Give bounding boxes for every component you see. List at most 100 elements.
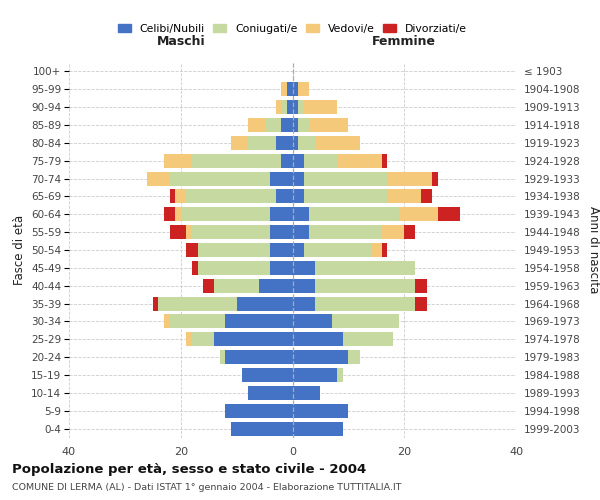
Bar <box>293 368 337 382</box>
Bar <box>170 172 270 185</box>
Bar <box>187 332 192 346</box>
Bar <box>293 225 309 239</box>
Bar <box>382 243 388 257</box>
Text: Maschi: Maschi <box>157 35 205 48</box>
Bar <box>382 225 404 239</box>
Bar <box>298 136 315 150</box>
Bar <box>293 404 349 417</box>
Bar <box>404 225 415 239</box>
Bar <box>415 279 427 292</box>
Bar <box>298 82 309 96</box>
Bar <box>388 190 421 203</box>
Bar <box>349 350 359 364</box>
Bar <box>270 243 293 257</box>
Bar <box>187 243 197 257</box>
Bar <box>236 296 293 310</box>
Bar <box>164 154 192 168</box>
Text: Popolazione per età, sesso e stato civile - 2004: Popolazione per età, sesso e stato civil… <box>12 462 366 475</box>
Bar <box>293 208 309 221</box>
Bar <box>187 190 276 203</box>
Bar <box>170 190 175 203</box>
Bar <box>332 314 398 328</box>
Bar <box>214 332 293 346</box>
Bar <box>421 190 432 203</box>
Bar <box>281 100 287 114</box>
Bar <box>231 422 293 436</box>
Bar <box>371 243 382 257</box>
Bar <box>276 136 293 150</box>
Bar <box>293 172 304 185</box>
Bar <box>398 208 438 221</box>
Bar <box>248 386 293 400</box>
Bar <box>293 118 298 132</box>
Bar <box>281 154 293 168</box>
Bar <box>276 190 293 203</box>
Bar <box>293 190 304 203</box>
Bar <box>203 279 214 292</box>
Bar <box>293 100 298 114</box>
Bar <box>415 296 427 310</box>
Bar <box>147 172 170 185</box>
Bar <box>293 422 343 436</box>
Bar <box>382 154 388 168</box>
Bar <box>304 154 337 168</box>
Bar <box>337 368 343 382</box>
Bar <box>287 100 293 114</box>
Bar <box>214 279 259 292</box>
Bar <box>248 118 265 132</box>
Bar <box>265 118 281 132</box>
Bar <box>270 208 293 221</box>
Bar <box>281 82 287 96</box>
Bar <box>270 261 293 275</box>
Bar <box>293 243 304 257</box>
Text: COMUNE DI LERMA (AL) - Dati ISTAT 1° gennaio 2004 - Elaborazione TUTTITALIA.IT: COMUNE DI LERMA (AL) - Dati ISTAT 1° gen… <box>12 484 401 492</box>
Bar <box>287 82 293 96</box>
Bar <box>309 118 349 132</box>
Bar <box>343 332 393 346</box>
Bar <box>293 332 343 346</box>
Bar <box>259 279 293 292</box>
Bar <box>304 172 388 185</box>
Bar <box>226 314 293 328</box>
Bar <box>438 208 460 221</box>
Bar <box>315 296 415 310</box>
Bar <box>170 225 187 239</box>
Bar <box>164 314 170 328</box>
Bar <box>293 386 320 400</box>
Bar <box>293 154 304 168</box>
Bar <box>187 225 192 239</box>
Bar <box>315 279 415 292</box>
Bar <box>388 172 432 185</box>
Bar <box>270 172 293 185</box>
Bar <box>197 243 270 257</box>
Bar <box>304 100 337 114</box>
Bar <box>181 208 270 221</box>
Bar <box>293 296 315 310</box>
Bar <box>170 314 226 328</box>
Bar <box>248 136 276 150</box>
Text: Femmine: Femmine <box>372 35 436 48</box>
Bar <box>242 368 293 382</box>
Bar <box>293 261 315 275</box>
Bar <box>220 350 226 364</box>
Bar <box>293 136 298 150</box>
Bar <box>304 243 371 257</box>
Bar <box>293 279 315 292</box>
Bar <box>153 296 158 310</box>
Bar <box>192 261 197 275</box>
Bar <box>315 261 415 275</box>
Bar <box>309 225 382 239</box>
Bar <box>298 118 309 132</box>
Bar <box>192 332 214 346</box>
Bar <box>432 172 438 185</box>
Bar <box>175 208 181 221</box>
Bar <box>164 208 175 221</box>
Bar <box>293 82 298 96</box>
Bar <box>192 154 281 168</box>
Y-axis label: Anni di nascita: Anni di nascita <box>587 206 600 294</box>
Bar <box>281 118 293 132</box>
Bar <box>298 100 304 114</box>
Bar <box>293 314 332 328</box>
Bar <box>304 190 388 203</box>
Bar <box>192 225 270 239</box>
